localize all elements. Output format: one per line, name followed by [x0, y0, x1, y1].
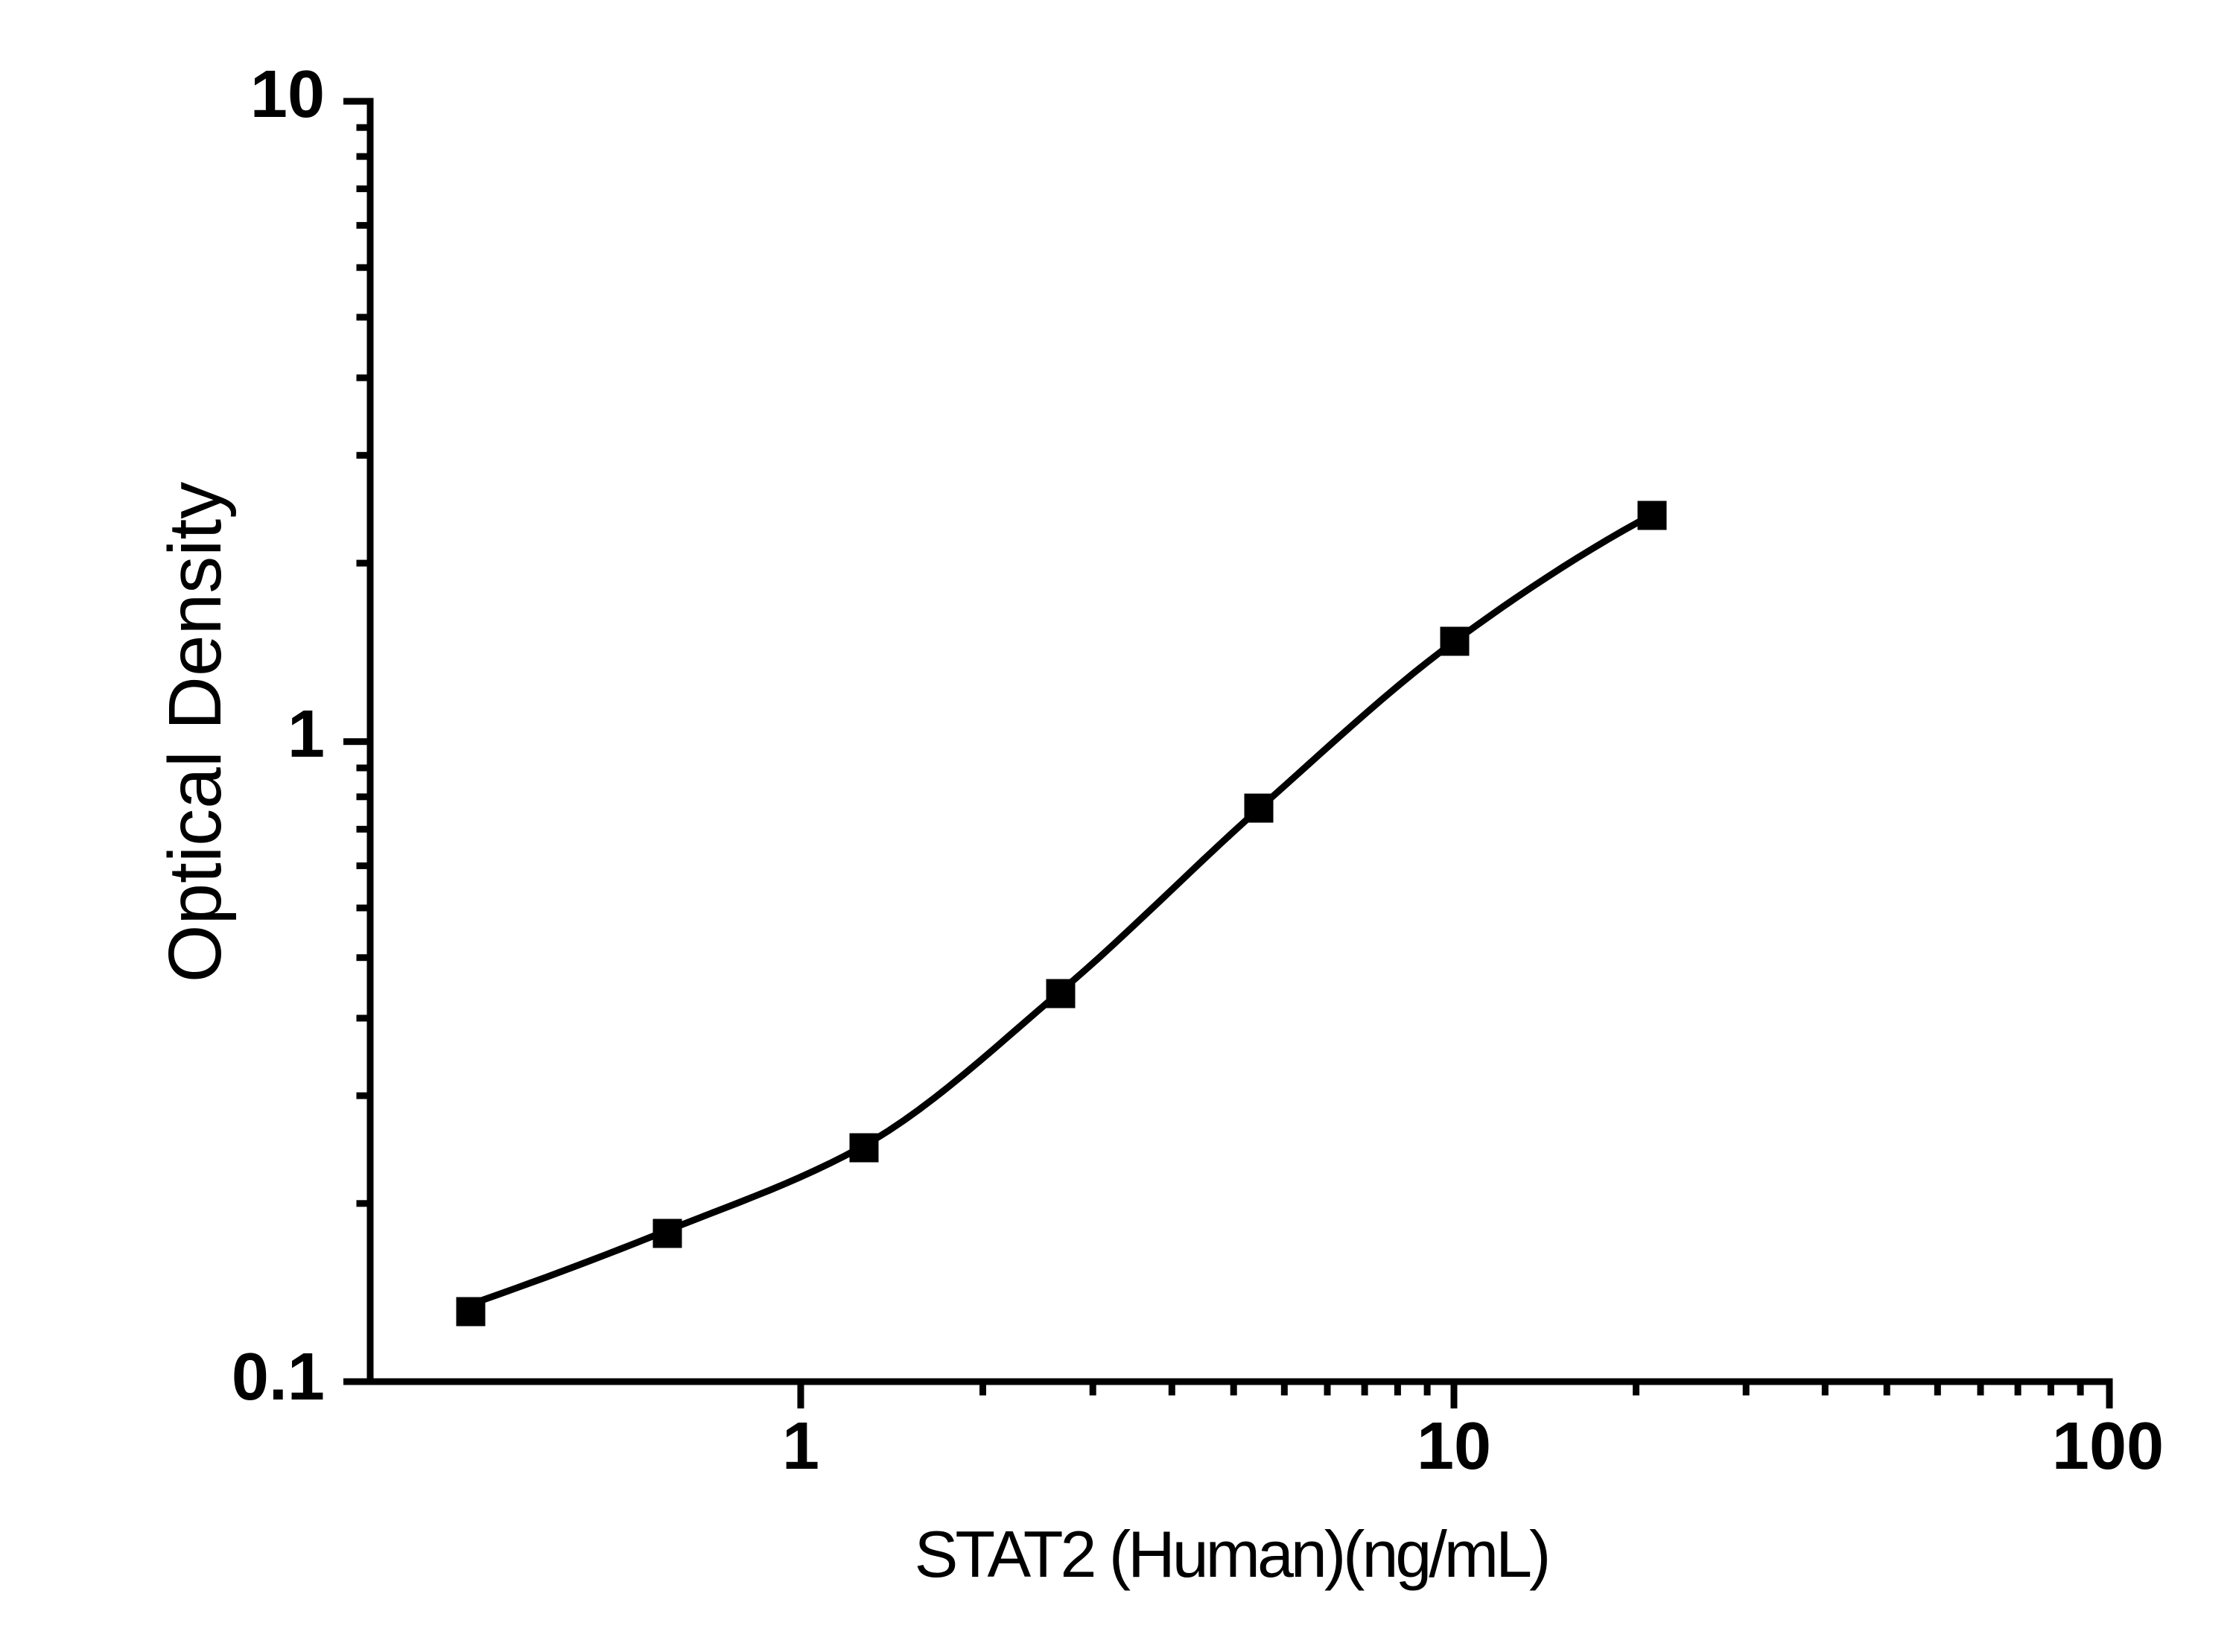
svg-text:100: 100: [2052, 1409, 2164, 1484]
svg-text:1: 1: [782, 1409, 819, 1484]
svg-text:Optical Density: Optical Density: [153, 482, 237, 982]
svg-text:STAT2 (Human)(ng/mL): STAT2 (Human)(ng/mL): [915, 1517, 1549, 1591]
svg-text:10: 10: [1417, 1409, 1491, 1484]
svg-text:10: 10: [250, 57, 325, 132]
svg-text:0.1: 0.1: [232, 1340, 325, 1414]
svg-text:1: 1: [288, 697, 325, 772]
